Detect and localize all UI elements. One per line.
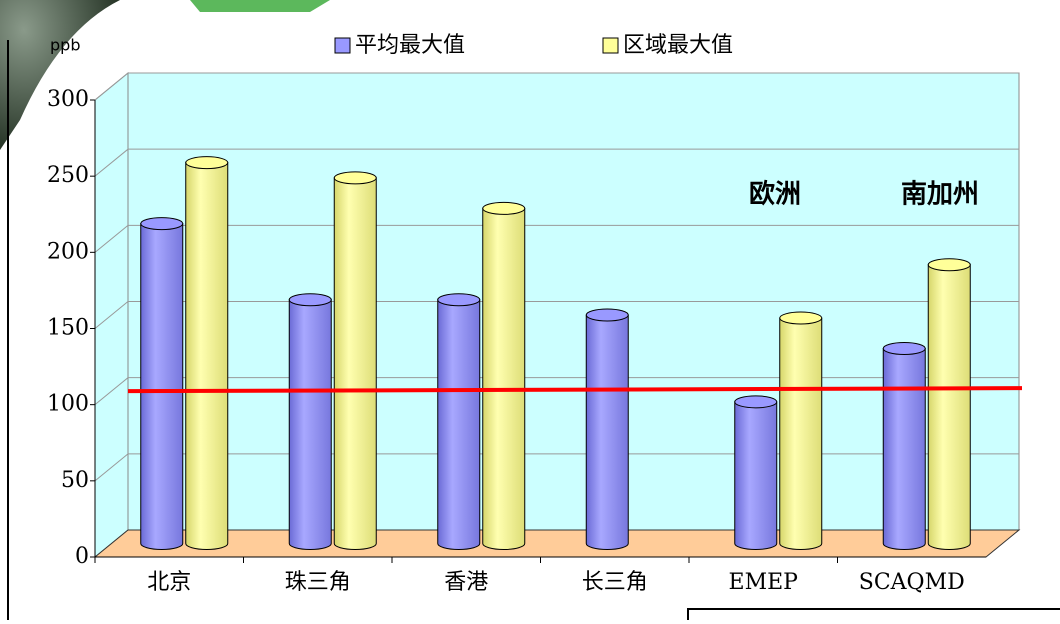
x-tick-label: 珠三角 <box>285 570 351 595</box>
bar <box>586 309 628 550</box>
legend-swatch <box>335 38 350 53</box>
bar <box>334 172 376 550</box>
bar-body <box>928 265 970 550</box>
y-tick-label: 0 <box>75 544 89 569</box>
bar-top <box>928 259 970 271</box>
x-tick-label: 北京 <box>147 570 191 595</box>
bar <box>928 259 970 550</box>
bar-body <box>780 318 822 549</box>
bar-body <box>883 349 925 550</box>
bar-top <box>289 294 331 306</box>
y-tick-label: 300 <box>47 87 89 112</box>
y-axis-unit: ppb <box>50 36 80 55</box>
bar <box>141 218 183 550</box>
floor <box>95 530 1019 557</box>
bar-top <box>883 343 925 355</box>
bar <box>186 157 228 550</box>
legend-label: 平均最大值 <box>355 33 465 58</box>
bar-top <box>780 312 822 324</box>
bar-body <box>735 402 777 550</box>
bar-top <box>586 309 628 321</box>
bar <box>289 294 331 550</box>
bar-body <box>289 300 331 550</box>
y-tick-label: 250 <box>47 163 89 188</box>
bar-top <box>186 157 228 169</box>
y-tick-label: 100 <box>47 392 89 417</box>
bar <box>438 294 480 550</box>
chart: 0 50 100 150 200 250 300 ppb 北京 珠三角 香港 长三角 EMEP SCAQM… <box>0 0 1060 620</box>
bar <box>883 343 925 550</box>
x-tick-label: SCAQMD <box>859 570 965 595</box>
annotation: 南加州 <box>901 180 979 210</box>
bar-top <box>735 396 777 408</box>
bar-body <box>141 224 183 550</box>
y-tick-label: 50 <box>61 468 89 493</box>
page: {"chart_data": {"type": "bar3d", "y_labe… <box>0 0 1060 624</box>
decoration <box>190 0 330 12</box>
bar-body <box>586 315 628 550</box>
bar-top <box>141 218 183 230</box>
legend-swatch <box>603 38 618 53</box>
x-tick-label: 长三角 <box>582 570 648 595</box>
bar-body <box>483 208 525 549</box>
x-tick-label: EMEP <box>729 570 799 595</box>
bar <box>780 312 822 549</box>
y-tick-label: 200 <box>47 239 89 264</box>
bar <box>483 202 525 549</box>
bar-top <box>438 294 480 306</box>
bar-body <box>334 178 376 550</box>
annotation: 欧洲 <box>749 179 801 210</box>
y-tick-label: 150 <box>47 316 89 341</box>
bar-top <box>483 202 525 214</box>
x-tick-label: 香港 <box>444 570 488 595</box>
bar <box>735 396 777 550</box>
bar-top <box>334 172 376 184</box>
frame <box>688 609 1060 620</box>
bar-body <box>186 163 228 550</box>
legend-label: 区域最大值 <box>623 33 733 58</box>
bar-body <box>438 300 480 550</box>
